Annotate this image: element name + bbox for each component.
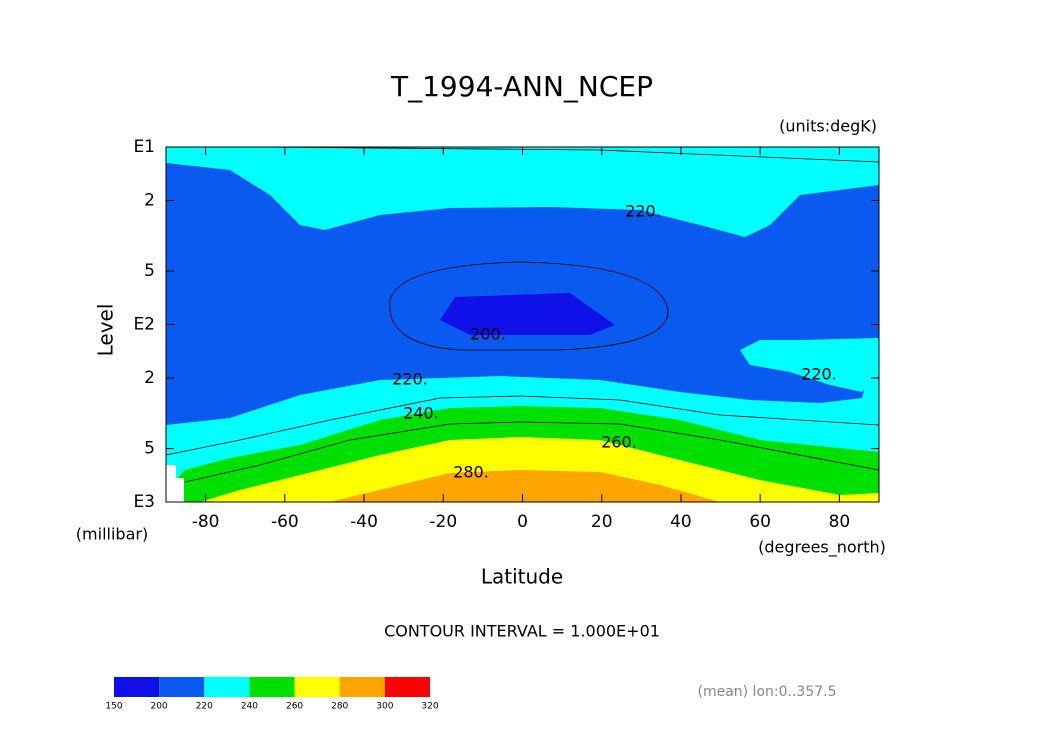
colorbar-label: 280	[331, 702, 348, 712]
contour-interval: CONTOUR INTERVAL = 1.000E+01	[384, 622, 660, 641]
x-tick-label: -40	[350, 512, 378, 532]
x-tick-label: -80	[192, 512, 220, 532]
y-tick-label: 2	[144, 368, 155, 388]
missing	[176, 478, 184, 502]
colorbar-label: 300	[376, 702, 393, 712]
x-axis-label: Latitude	[481, 565, 563, 589]
x-tick-label: 0	[517, 512, 528, 532]
y-tick-label: E2	[133, 315, 155, 335]
colorbar-label: 260	[286, 702, 303, 712]
colorbar-label: 240	[241, 702, 258, 712]
region	[440, 293, 615, 335]
colorbar-label: 150	[105, 702, 122, 712]
region	[740, 338, 879, 392]
note: (mean) lon:0..357.5	[697, 684, 836, 700]
y-axis-label: Level	[94, 304, 118, 357]
colorbar-box	[249, 677, 295, 697]
colorbar-box	[204, 677, 250, 697]
plot-area	[165, 146, 880, 503]
contour-line	[389, 261, 669, 351]
colorbar-box	[339, 677, 385, 697]
chart-title: T_1994-ANN_NCEP	[390, 70, 653, 103]
contour-label: 220.	[392, 370, 428, 389]
colorbar-box	[114, 677, 160, 697]
region	[166, 163, 879, 425]
colorbar-label: 200	[151, 702, 168, 712]
colorbar-box	[294, 677, 340, 697]
contour-label: 240.	[403, 404, 439, 423]
region	[200, 437, 879, 502]
contour-label: 260.	[601, 433, 637, 452]
colorbar-label: 220	[196, 702, 213, 712]
y-units: (millibar)	[76, 525, 148, 544]
x-tick-label: 20	[591, 512, 613, 532]
colorbar-label: 320	[421, 702, 438, 712]
x-units: (degrees_north)	[758, 538, 886, 558]
x-tick-label: 40	[670, 512, 692, 532]
x-tick-label: 60	[749, 512, 771, 532]
colorbar-box	[159, 677, 205, 697]
region	[330, 470, 720, 502]
x-tick-label: 80	[829, 512, 851, 532]
units-label: (units:degK)	[779, 117, 877, 136]
contour-label: 220.	[801, 365, 837, 384]
x-tick-label: -20	[429, 512, 457, 532]
y-tick-label: 2	[144, 190, 155, 210]
y-tick-label: E3	[133, 492, 155, 512]
contour-line	[184, 421, 880, 483]
contour-line	[165, 395, 880, 456]
contour-label: 220.	[625, 202, 661, 221]
x-tick-label: -60	[271, 512, 299, 532]
contour-label: 200.	[470, 325, 506, 344]
contour-label: 280.	[453, 463, 489, 482]
y-tick-label: E1	[133, 137, 155, 157]
colorbar-box	[384, 677, 430, 697]
y-tick-label: 5	[144, 261, 155, 281]
y-tick-label: 5	[144, 439, 155, 459]
contour-line	[259, 146, 880, 163]
missing	[166, 465, 176, 502]
